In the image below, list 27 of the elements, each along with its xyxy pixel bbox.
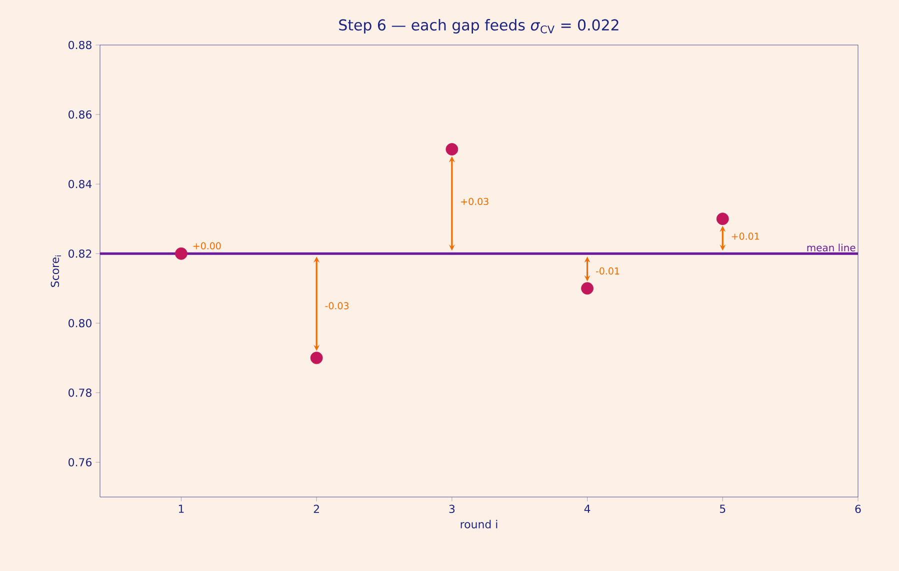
annotation: +0.01 bbox=[732, 232, 759, 240]
chart-title: Step 6 — each gap feeds σ$_{CV}$ = 0.022 bbox=[339, 19, 618, 34]
y-tick-label: 0.76 bbox=[68, 458, 92, 466]
point bbox=[175, 247, 188, 260]
x-tick-label: 2 bbox=[314, 504, 319, 513]
point bbox=[716, 212, 729, 226]
annotation: -0.01 bbox=[596, 267, 620, 275]
y-tick-label: 0.88 bbox=[68, 40, 92, 50]
ref-line-label: mean line bbox=[807, 244, 856, 252]
y-tick-label: 0.86 bbox=[68, 110, 92, 119]
x-tick-label: 1 bbox=[178, 504, 184, 513]
point bbox=[581, 282, 594, 295]
x-tick-label: 3 bbox=[449, 504, 455, 514]
y-tick-label: 0.82 bbox=[68, 249, 92, 258]
y-tick-label: 0.78 bbox=[68, 388, 92, 397]
y-tick-label: 0.84 bbox=[68, 180, 92, 188]
point bbox=[310, 352, 323, 364]
point bbox=[446, 143, 458, 156]
x-tick-label: 4 bbox=[584, 504, 590, 513]
y-tick-label: 0.80 bbox=[68, 319, 92, 328]
x-tick-label: 6 bbox=[855, 504, 861, 514]
annotation: +0.03 bbox=[461, 198, 488, 206]
annotation: +0.00 bbox=[193, 242, 221, 250]
x-axis-title: round i bbox=[460, 520, 498, 528]
x-tick-label: 5 bbox=[720, 504, 726, 513]
y-axis-title: Score$_{i}$ bbox=[50, 256, 61, 287]
annotation: -0.03 bbox=[325, 302, 349, 310]
